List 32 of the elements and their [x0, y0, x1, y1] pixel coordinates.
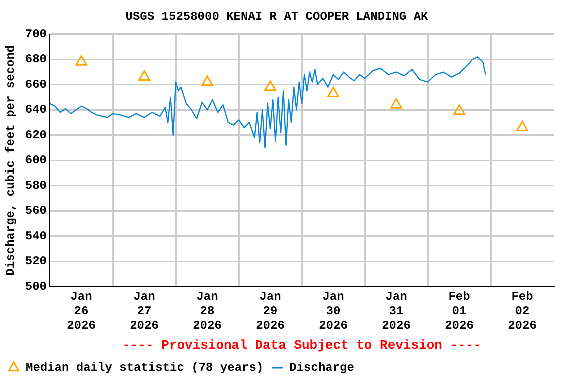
x-tick-label: Jan 30 2026 — [319, 290, 348, 333]
point — [76, 55, 88, 66]
y-tick-label: 560 — [25, 204, 48, 218]
text: ---- Provisional Data Subject to Revision ---- — [122, 338, 482, 353]
point — [202, 76, 214, 86]
point — [328, 86, 340, 98]
x-tick-label: Jan 27 2026 — [130, 290, 159, 333]
y-tick-label: 700 — [25, 27, 48, 42]
y-axis-title: Discharge, cubic feet per second — [4, 45, 18, 276]
y-tick-label: 540 — [25, 229, 48, 244]
point — [138, 70, 150, 82]
x-tick-label: Jan 29 2026 — [256, 290, 285, 333]
x-tick-label: Feb 01 2026 — [445, 290, 474, 333]
point — [264, 80, 276, 92]
y-tick-label: 660 — [25, 78, 48, 92]
point — [390, 98, 402, 109]
chart-title: USGS 15258000 KENAI R AT COOPER LANDING AK — [126, 10, 430, 24]
y-tick-label: 520 — [25, 254, 48, 269]
point — [516, 121, 528, 132]
y-tick-label: 680 — [25, 52, 48, 67]
x-tick-label: Jan 31 2026 — [382, 290, 411, 333]
legend-label: Discharge — [290, 361, 354, 376]
x-tick-label: Feb 02 2026 — [508, 290, 537, 333]
y-tick-label: 580 — [25, 178, 48, 193]
y-tick-label: 500 — [25, 280, 48, 294]
x-tick-label: Jan 28 2026 — [193, 290, 222, 333]
legend-label: Median daily statistic (78 years) — [26, 361, 264, 376]
x-tick-label: Jan 26 2026 — [67, 290, 96, 333]
y-tick-label: 600 — [25, 154, 48, 168]
y-tick-label: 640 — [25, 103, 48, 118]
y-tick-label: 620 — [25, 128, 48, 142]
point — [454, 104, 466, 116]
